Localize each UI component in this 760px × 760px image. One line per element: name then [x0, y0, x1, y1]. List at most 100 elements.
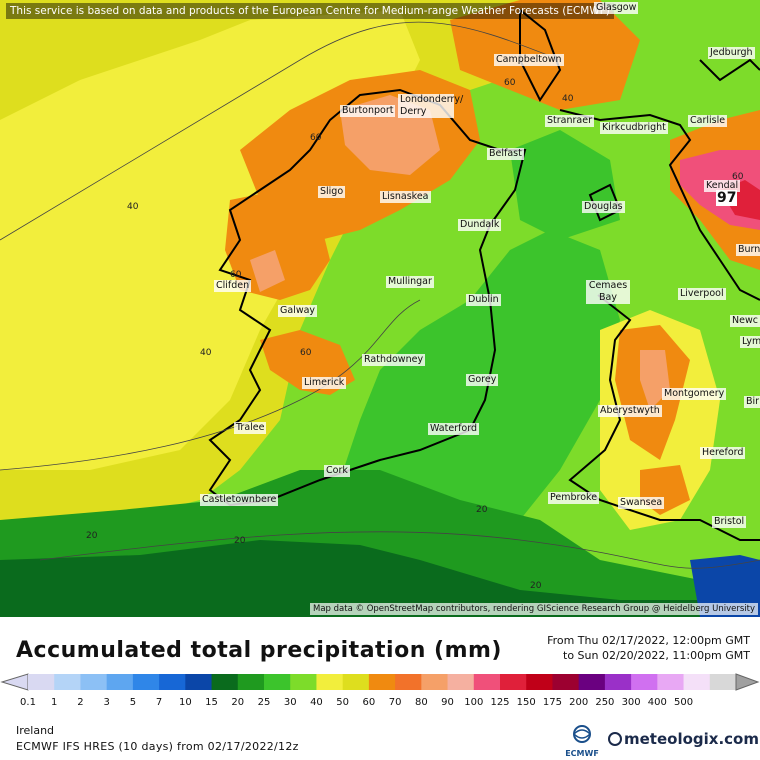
city-label: Campbeltown — [494, 54, 564, 66]
city-label: Castletownbere — [200, 494, 279, 506]
scale-tick-label: 400 — [647, 697, 667, 708]
contour-label: 40 — [200, 348, 212, 358]
band-60mm-connemara — [225, 190, 330, 300]
city-label: Aberystwyth — [598, 405, 662, 417]
scale-swatch — [80, 674, 108, 690]
scale-tick-label: 5 — [129, 697, 137, 708]
city-label: Carlisle — [688, 115, 728, 127]
scale-swatch — [657, 674, 685, 690]
scale-swatch — [132, 674, 160, 690]
color-scale-bar — [0, 673, 760, 691]
contour-label: 60 — [300, 348, 312, 358]
city-label: Gorey — [466, 374, 499, 386]
city-label: Dundalk — [458, 219, 502, 231]
city-label: Hereford — [700, 447, 746, 459]
scale-swatch — [159, 674, 186, 690]
contours — [0, 21, 760, 569]
scale-tick-label: 20 — [231, 697, 245, 708]
city-label: Tralee — [234, 422, 267, 434]
ecmwf-logo[interactable]: ECMWF — [560, 724, 604, 758]
contour-label: 60 — [504, 78, 516, 88]
city-label: Lym — [740, 336, 760, 348]
scale-swatch — [28, 674, 55, 690]
contour-label: 20 — [86, 531, 98, 541]
scale-swatch — [683, 674, 711, 690]
meteologix-logo[interactable]: meteologix.com — [608, 730, 759, 748]
city-label: Swansea — [618, 497, 665, 509]
city-label: Limerick — [302, 377, 347, 389]
scale-tick-label: 10 — [178, 697, 192, 708]
contour-label: 60 — [310, 133, 322, 143]
scale-swatch — [316, 674, 344, 690]
city-label: Bristol — [712, 516, 747, 528]
border-scotland — [699, 58, 760, 82]
contour-label: 60 — [230, 270, 242, 280]
meteologix-brand-text: meteologix.com — [624, 730, 759, 748]
scale-tick-label: 30 — [283, 697, 297, 708]
city-label: Waterford — [428, 423, 480, 435]
scale-tick-label: 70 — [388, 697, 402, 708]
contour-20 — [0, 299, 421, 471]
precipitation-map[interactable]: This service is based on data and produc… — [0, 0, 760, 617]
scale-swatch — [447, 674, 475, 690]
scale-tick-label: 60 — [362, 697, 376, 708]
scale-swatch — [421, 674, 449, 690]
band-blue-bristol — [690, 555, 760, 617]
scale-tick-label: 250 — [595, 697, 615, 708]
city-label: Sligo — [318, 186, 346, 198]
period-to: to Sun 02/20/2022, 11:00pm GMT — [563, 649, 750, 662]
city-label: Mullingar — [386, 276, 434, 288]
scale-swatch — [237, 674, 265, 690]
scale-swatch — [395, 674, 422, 690]
scale-tick-label: 50 — [336, 697, 350, 708]
scale-tick-label: 500 — [674, 697, 694, 708]
city-label: Burn — [736, 244, 760, 256]
ecmwf-logo-text: ECMWF — [565, 749, 599, 758]
scale-arrow-left — [0, 673, 29, 691]
scale-tick-label: 0.1 — [20, 697, 36, 708]
model-run-info: ECMWF IFS HRES (10 days) from 02/17/2022… — [16, 740, 299, 753]
city-label: Jedburgh — [708, 47, 755, 59]
scale-tick-label: 2 — [77, 697, 84, 708]
contour-label: 20 — [476, 505, 488, 515]
scale-swatch — [106, 674, 134, 690]
city-label: Lisnaskea — [380, 191, 431, 203]
city-label: Cork — [324, 465, 350, 477]
city-label: Dublin — [466, 294, 501, 306]
meteologix-icon — [608, 732, 622, 746]
scale-tick-label: 15 — [205, 697, 218, 708]
scale-tick-label: 200 — [569, 697, 589, 708]
coastlines — [208, 7, 760, 541]
scale-swatch — [54, 674, 81, 690]
period-from: From Thu 02/17/2022, 12:00pm GMT — [547, 634, 750, 647]
scale-swatch — [290, 674, 317, 690]
city-label: Bir — [744, 396, 760, 408]
scale-swatch — [631, 674, 658, 690]
peak-value-label: 97 — [716, 190, 738, 206]
city-label: Stranraer — [545, 115, 594, 127]
scale-tick-label: 80 — [414, 697, 428, 708]
scale-tick-label: 3 — [103, 697, 110, 708]
scale-swatch — [473, 674, 501, 690]
city-label: Kirkcudbright — [600, 122, 668, 134]
scale-swatch — [578, 674, 606, 690]
scale-tick-label: 1 — [51, 697, 58, 708]
scale-tick-label: 150 — [516, 697, 536, 708]
city-label: Newc — [730, 315, 760, 327]
contour-label: 20 — [530, 581, 542, 591]
city-label: Montgomery — [662, 388, 727, 400]
city-label: Pembroke — [548, 492, 600, 504]
legend-title: Accumulated total precipitation (mm) — [16, 638, 502, 663]
scale-swatch — [264, 674, 291, 690]
city-label: Belfast — [487, 148, 524, 160]
scale-swatch — [500, 674, 527, 690]
scale-tick-label: 7 — [155, 697, 163, 708]
scale-swatch — [211, 674, 239, 690]
city-label: Cemaes Bay — [586, 280, 630, 304]
coast-wales — [568, 294, 760, 541]
city-label: Liverpool — [678, 288, 726, 300]
ecmwf-globe-icon — [573, 725, 592, 743]
contour-label: 20 — [234, 536, 246, 546]
contour-label: 40 — [562, 94, 574, 104]
map-canvas — [0, 0, 760, 617]
